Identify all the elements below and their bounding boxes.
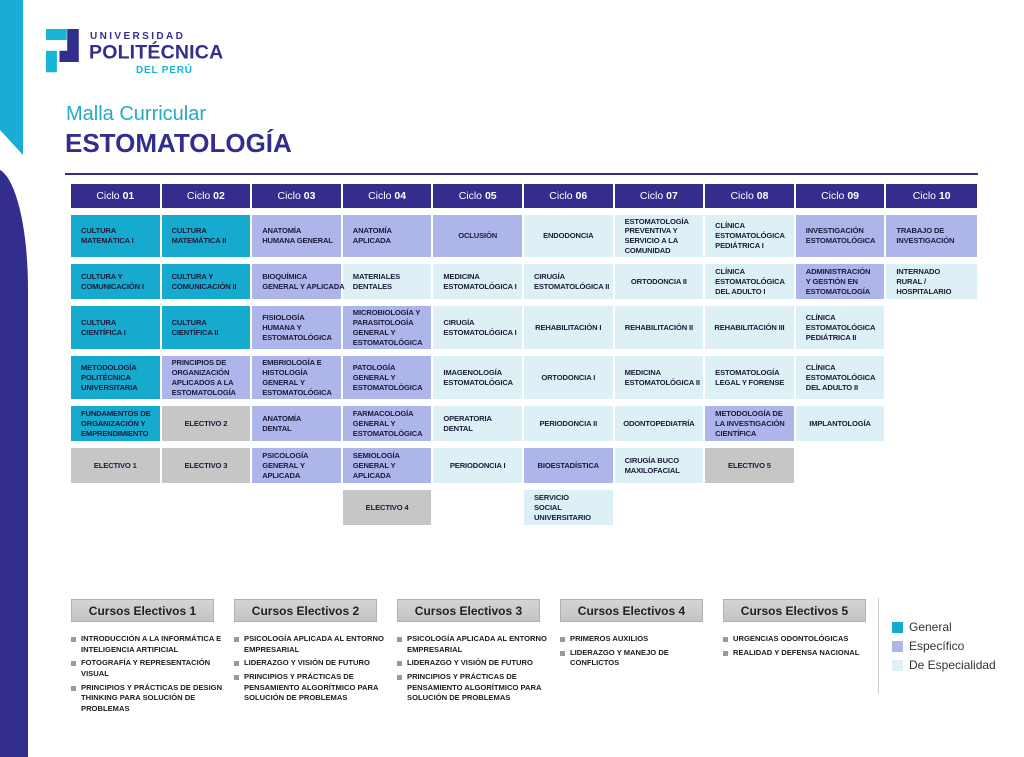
svg-text:DEL PERÚ: DEL PERÚ <box>136 63 193 76</box>
svg-text:POLITÉCNICA: POLITÉCNICA <box>89 41 223 64</box>
svg-text:UNIVERSIDAD: UNIVERSIDAD <box>90 31 185 42</box>
